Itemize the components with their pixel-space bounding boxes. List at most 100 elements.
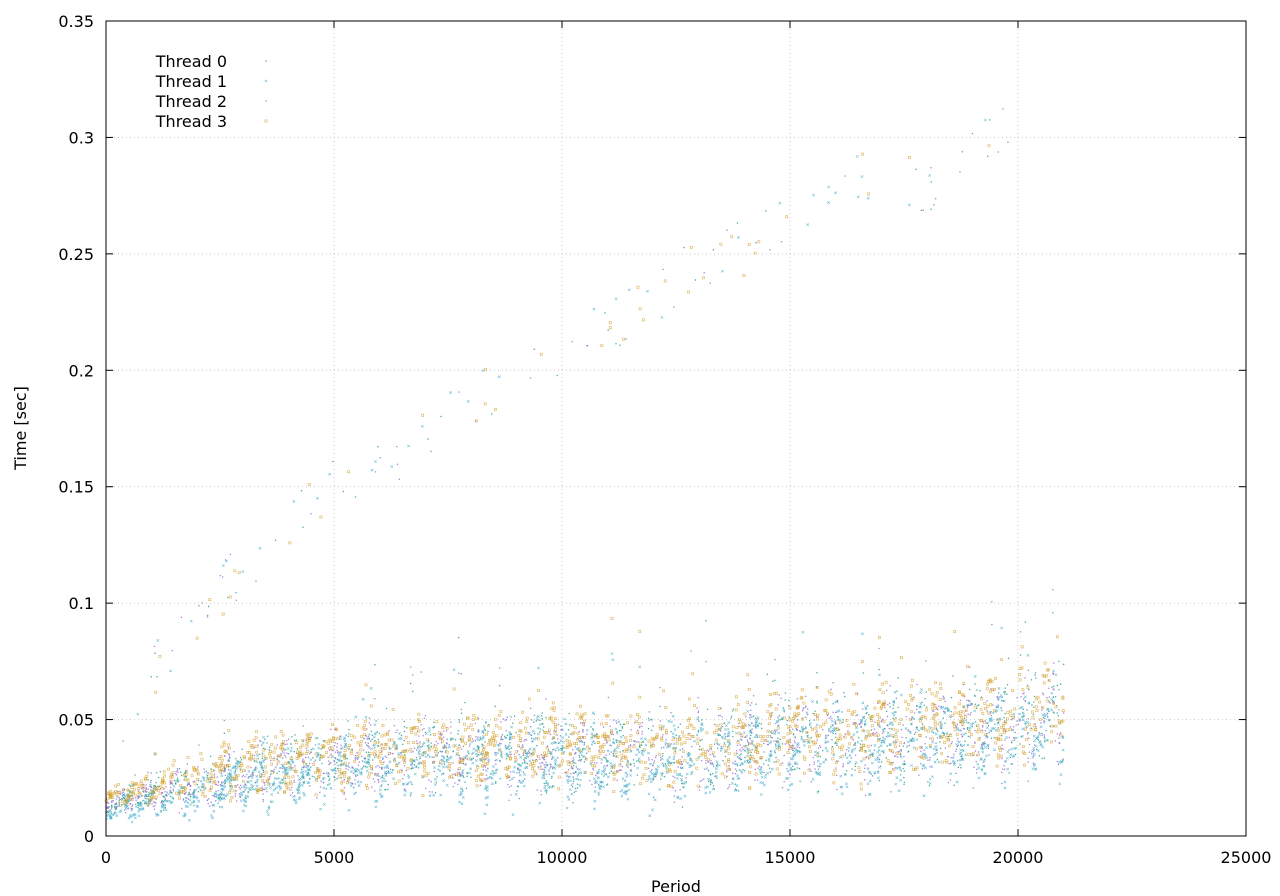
data-point <box>130 781 134 785</box>
series-thread-2-point <box>294 795 296 797</box>
series-thread-0-point <box>895 732 897 735</box>
series-thread-2-point <box>502 718 505 720</box>
series-thread-0-point <box>109 809 111 812</box>
series-thread-2-point <box>227 753 230 755</box>
data-point <box>1039 725 1043 729</box>
series-thread-0-point <box>788 716 790 718</box>
series-thread-2-point <box>746 735 748 737</box>
series-thread-0-point <box>924 698 926 700</box>
data-point <box>623 779 627 783</box>
data-point <box>264 770 268 774</box>
data-point <box>816 702 818 704</box>
data-point <box>570 792 574 796</box>
data-point <box>618 769 621 771</box>
series-thread-1-point <box>357 768 361 772</box>
data-point <box>976 730 980 734</box>
data-point <box>593 762 596 764</box>
series-thread-0-point <box>381 766 383 769</box>
series-thread-1-point <box>848 760 852 764</box>
series-thread-0-point <box>647 727 650 730</box>
series-thread-0-point <box>278 770 280 773</box>
data-point <box>297 791 301 795</box>
series-thread-0-point <box>674 750 677 752</box>
series-thread-2-point <box>416 742 418 744</box>
series-thread-0-point <box>1032 706 1035 708</box>
data-point <box>319 759 321 761</box>
data-point <box>384 755 387 757</box>
series-thread-0-point <box>296 748 299 750</box>
series-thread-0-point <box>967 735 970 737</box>
series-thread-0-point <box>636 774 638 776</box>
series-thread-2-point <box>743 745 745 747</box>
series-thread-0-point <box>327 772 329 774</box>
data-point <box>853 723 855 725</box>
series-thread-3-point <box>1054 724 1058 728</box>
data-point <box>526 753 528 755</box>
data-point <box>560 725 562 727</box>
series-thread-1-point <box>868 749 872 752</box>
data-point <box>510 771 512 773</box>
series-thread-0-point <box>997 727 999 729</box>
data-point <box>769 713 772 717</box>
data-point <box>500 721 502 723</box>
series-thread-2-point <box>425 787 427 790</box>
series-thread-2-point <box>377 765 379 767</box>
series-thread-2-point <box>855 714 857 717</box>
data-point <box>477 774 480 778</box>
series-thread-0-point <box>558 749 560 751</box>
data-point <box>957 737 959 740</box>
series-thread-3-point <box>557 775 561 779</box>
data-point <box>220 805 224 809</box>
series-thread-0-point <box>449 770 451 772</box>
data-point <box>381 776 383 778</box>
series-thread-0-point <box>727 728 729 730</box>
series-thread-3-point <box>618 740 622 744</box>
data-point <box>671 732 675 736</box>
series-thread-2-point <box>996 696 999 699</box>
series-thread-0-point <box>800 736 803 738</box>
data-point <box>518 779 521 782</box>
series-thread-1-point <box>445 765 449 769</box>
data-point <box>992 704 994 706</box>
data-point <box>836 788 838 791</box>
series-thread-2-point <box>547 730 550 733</box>
series-thread-0-point <box>561 747 563 750</box>
data-point <box>709 783 712 785</box>
data-point <box>558 749 560 751</box>
data-point <box>814 754 816 757</box>
data-point <box>367 742 370 745</box>
series-thread-0-point <box>377 744 379 747</box>
series-thread-3-point <box>788 718 792 721</box>
data-point <box>818 773 822 777</box>
series-thread-1-point <box>973 709 977 713</box>
series-thread-2-point <box>442 730 445 732</box>
data-point <box>659 705 661 708</box>
data-point <box>495 763 497 765</box>
series-thread-0-point <box>149 795 151 798</box>
series-thread-1-point <box>750 739 754 743</box>
data-point <box>282 742 284 745</box>
data-point <box>891 711 895 715</box>
series-thread-2-point <box>844 752 847 755</box>
series-thread-1-point <box>461 795 465 799</box>
series-thread-2-point <box>817 765 819 767</box>
data-point <box>252 774 254 777</box>
data-point <box>1007 657 1010 660</box>
data-point <box>358 761 361 763</box>
series-thread-2-point <box>173 779 176 782</box>
series-thread-2-point <box>440 732 442 735</box>
series-thread-2-point <box>947 781 950 784</box>
series-thread-1-point <box>484 769 488 772</box>
data-point <box>901 736 903 739</box>
series-thread-2-point <box>541 768 543 771</box>
data-point <box>894 734 898 738</box>
series-thread-3-point <box>814 726 818 730</box>
data-point <box>327 784 329 786</box>
series-thread-2-point <box>457 783 459 786</box>
data-point <box>800 730 802 733</box>
series-thread-0-point <box>336 767 339 770</box>
data-point <box>322 781 325 784</box>
series-thread-0-point <box>142 799 144 802</box>
series-thread-2-point <box>864 767 866 769</box>
series-thread-1-point <box>648 814 652 818</box>
